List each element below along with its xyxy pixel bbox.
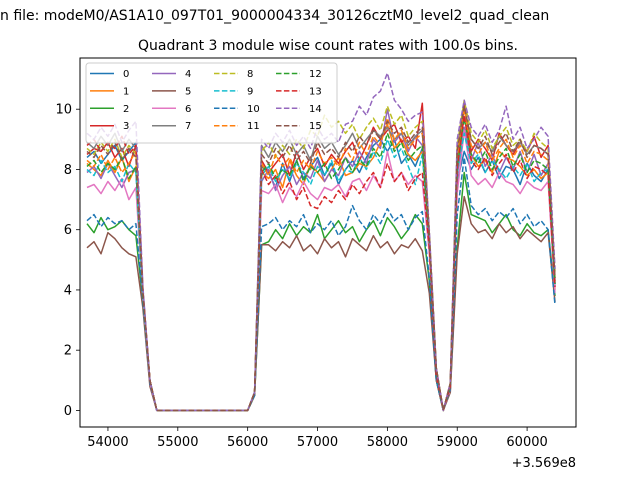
axes-frame [79,57,577,428]
x-tick-label: 55000 [157,435,198,450]
figure-suptitle: n file: modeM0/AS1A10_097T01_9000004334_… [0,8,550,24]
y-tick-label: 6 [64,223,72,238]
series-line-10 [86,156,556,412]
y-tick-label: 4 [64,283,72,298]
series-line-12 [86,117,556,412]
legend-label-4: 4 [185,69,191,80]
series-line-3 [86,102,556,412]
y-tick-label: 0 [64,404,72,419]
x-tick-label: 56000 [227,435,268,450]
legend-label-7: 7 [185,121,191,132]
legend-label-15: 15 [309,121,322,132]
legend-label-11: 11 [247,121,260,132]
y-axis: 0 2 4 6 8 10 [55,103,80,419]
series-line-7 [86,108,556,412]
legend-label-2: 2 [123,104,129,115]
series-line-15 [86,105,556,412]
x-tick-label: 54000 [87,435,128,450]
x-tick-label: 59000 [437,435,478,450]
series-line-1 [86,102,556,412]
series-line-4 [86,108,556,412]
legend-label-13: 13 [309,86,322,97]
legend-label-9: 9 [247,86,253,97]
legend-label-10: 10 [247,104,260,115]
x-tick-label: 58000 [367,435,408,450]
x-axis: 54000 55000 56000 57000 58000 59000 60000 [87,427,548,450]
series-line-11 [86,108,556,412]
legend-label-1: 1 [123,86,129,97]
legend-label-0: 0 [123,69,129,80]
chart-title: Quadrant 3 module wise count rates with … [138,38,518,54]
x-offset-label: +3.569e8 [512,456,576,471]
x-tick-label: 60000 [506,435,547,450]
legend-label-5: 5 [185,86,191,97]
series-line-13 [86,114,556,412]
legend-label-12: 12 [309,69,322,80]
series-line-0 [86,138,556,412]
y-tick-label: 8 [64,163,72,178]
legend-label-3: 3 [123,121,129,132]
x-tick-label: 57000 [297,435,338,450]
legend-label-6: 6 [185,104,191,115]
legend-frame [85,62,338,144]
legend-label-8: 8 [247,69,253,80]
series-line-9 [86,132,556,412]
legend-label-14: 14 [309,104,322,115]
y-tick-label: 2 [64,344,72,359]
y-tick-label: 10 [55,103,72,118]
